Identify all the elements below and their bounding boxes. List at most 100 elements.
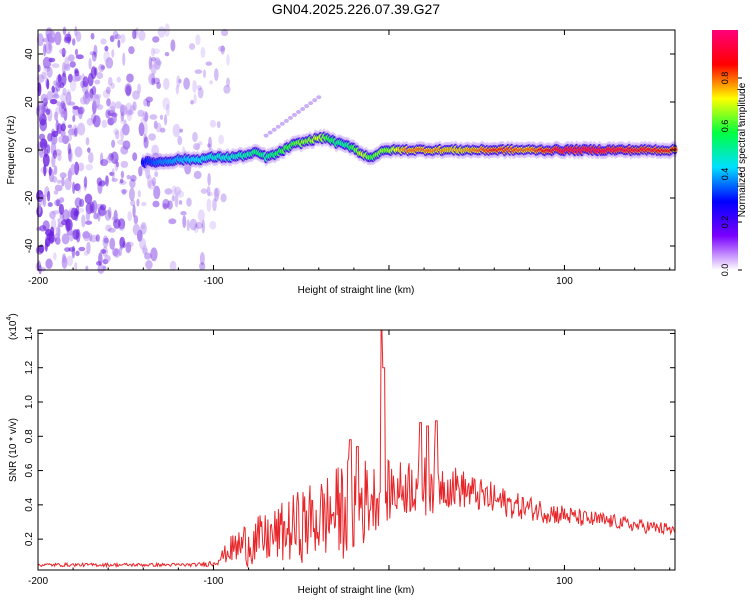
spectrogram-noise-blob [72,38,76,46]
spectrogram-noise-blob [122,241,126,248]
spectrogram-noise-blob [68,247,76,252]
spectrogram-noise-blob [179,128,183,133]
spectrogram-noise-blob [105,86,111,94]
spectrogram-noise-blob [38,149,44,158]
spectrogram-noise [35,23,231,275]
spectrogram-noise-blob [125,85,132,97]
spectrogram-noise-blob [137,109,145,117]
spectrogram-noise-blob [162,198,170,209]
y-tick-label: -20 [24,190,35,205]
spectrogram-noise-blob [93,94,101,109]
spectrogram-noise-blob [59,172,67,179]
spectrogram-noise-blob [96,72,104,79]
spectrogram-noise-blob [51,85,55,93]
spectrogram-noise-blob [78,246,86,252]
spectrogram-noise-blob [180,210,187,216]
spectrogram-y-axis-label: Frequency (Hz) [6,116,17,185]
spectrogram-noise-blob [189,218,198,231]
spectrogram-noise-blob [199,252,205,266]
spectrogram-noise-blob [97,208,101,222]
spectrogram-noise-blob [88,232,93,242]
spectrogram-noise-blob [190,100,194,105]
spectrogram-noise-blob [206,198,212,212]
spectrogram-noise-blob [151,144,160,157]
spectrogram-noise-blob [92,115,101,128]
spectrogram-noise-blob [223,84,231,94]
spectrogram-noise-blob [37,74,45,83]
spectrogram-noise-blob [105,224,112,232]
spectrogram-noise-blob [108,105,116,113]
spectrogram-noise-blob [89,201,95,214]
spectrogram-noise-blob [192,80,197,93]
spectrogram-noise-blob [132,204,136,218]
spectrogram-noise-blob [45,234,51,247]
spectrogram-noise-blob [205,61,213,66]
spectrogram-noise-blob [81,214,86,228]
spectrogram-noise-blob [207,143,211,148]
spectrogram-noise-blob [94,67,98,76]
spectrogram-noise-blob [170,39,176,52]
spectrogram-noise-blob [119,178,124,184]
spectrogram-noise-blob [42,43,47,57]
spectrogram-noise-blob [87,147,91,153]
spectrogram-noise-blob [130,174,137,182]
spectrogram-noise-blob [67,134,72,142]
spectrogram-noise-blob [54,199,62,207]
spectrogram-noise-blob [130,104,136,111]
spectrogram-noise-blob [136,198,140,207]
spectrogram-noise-blob [107,206,112,219]
spectrogram-noise-blob [46,66,53,78]
spectrogram-noise-blob [62,87,67,96]
spectrogram-noise-blob [89,234,98,243]
spectrogram-noise-blob [216,121,221,129]
spectrogram-noise-blob [140,222,147,235]
spectrogram-noise-blob [91,112,97,124]
spectrogram-noise-blob [209,80,213,85]
snr-x-axis-label: Height of straight line (km) [298,585,415,596]
spectrogram-noise-blob [47,202,53,207]
y-tick-label: 40 [24,48,35,60]
colorbar-tick-label: 0.0 [720,264,730,277]
spectrogram-noise-blob [73,127,78,137]
spectrogram-noise-blob [132,90,140,100]
spectrogram-noise-blob [142,244,148,256]
spectrogram-noise-blob [105,109,111,119]
spectrogram-noise-blob [67,128,76,136]
snr-y-multiplier-base: (x10 [8,320,19,340]
spectrogram-noise-blob [74,69,80,77]
spectrogram-noise-blob [69,79,77,92]
spectrogram-noise-blob [155,60,163,66]
spectrogram-noise-blob [107,76,113,87]
x-tick-label: -100 [203,276,223,287]
spectrogram-noise-blob [36,33,44,47]
spectrogram-x-axis-label: Height of straight line (km) [298,285,415,296]
spectrogram-noise-blob [118,225,126,232]
spectrogram-noise-blob [150,64,157,75]
spectrogram-noise-blob [52,93,60,99]
spectrogram-noise-blob [112,30,119,40]
spectrogram-noise-blob [195,221,204,229]
spectrogram-noise-blob [62,61,66,75]
spectrogram-noise-blob [60,110,68,118]
spectrogram-noise-blob [213,68,219,81]
spectrogram-noise-blob [103,50,111,63]
spectrogram-noise-blob [152,200,160,208]
spectrogram-noise-blob [120,104,128,116]
spectrogram-noise-blob [46,190,51,202]
spectrogram-noise-blob [100,38,107,45]
spectrogram-noise-blob [110,82,115,89]
spectrogram-noise-blob [155,122,162,133]
spectrogram-noise-blob [199,262,206,271]
x-tick-label: -100 [203,576,223,587]
spectrogram-noise-blob [220,193,227,203]
spectrogram-noise-blob [97,264,105,274]
spectrogram-noise-blob [85,211,91,221]
spectrogram-noise-blob [56,198,60,207]
spectrogram-noise-blob [66,255,74,267]
spectrogram-noise-blob [58,136,64,144]
spectrogram-noise-blob [111,49,115,58]
spectrogram-noise-blob [77,106,85,115]
spectrogram-noise-blob [150,72,156,83]
spectrogram-noise-blob [143,121,148,135]
x-tick-label: -200 [28,576,48,587]
